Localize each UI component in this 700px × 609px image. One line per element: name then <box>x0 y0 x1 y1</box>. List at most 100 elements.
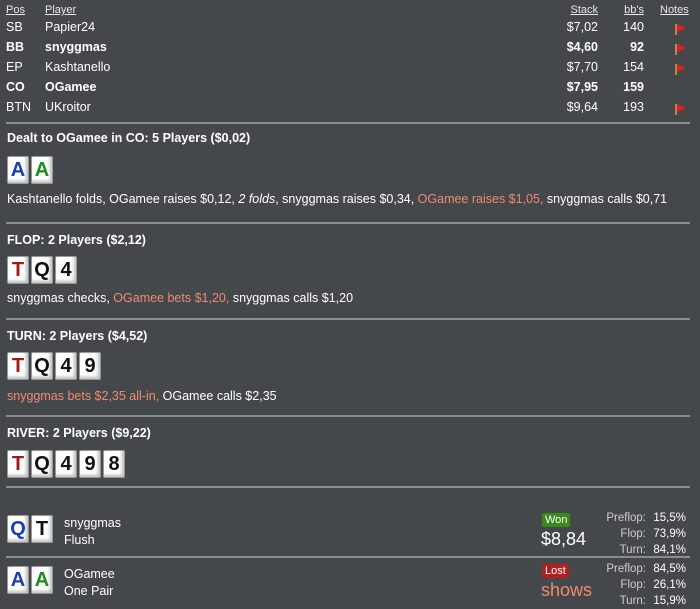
result-amount: $8,84 <box>541 529 587 549</box>
player-player: UKroitor <box>45 100 91 114</box>
action-text: 2 folds <box>238 192 276 206</box>
player-stack: $7,70 <box>566 60 598 74</box>
note-flag-icon[interactable] <box>675 64 686 75</box>
playing-card: Q <box>7 515 29 543</box>
equity-label: Turn: <box>619 544 646 556</box>
playing-card: T <box>7 450 29 478</box>
action-text: , snyggmas raises $0,34, <box>275 192 418 206</box>
note-flag-icon[interactable] <box>675 104 686 115</box>
action-text: snyggmas calls $0,71 <box>543 192 668 206</box>
playing-card: 4 <box>55 450 77 478</box>
col-bbs[interactable]: bb's <box>624 4 644 16</box>
equity-row: Turn: 84,1% <box>586 542 686 558</box>
player-row[interactable]: BTN UKroitor $9,64 193 <box>0 100 690 120</box>
result-badge: Won <box>542 513 571 527</box>
divider <box>6 318 690 320</box>
col-player[interactable]: Player <box>45 4 77 16</box>
playing-card: T <box>7 256 29 284</box>
turn-title: TURN: 2 Players ($4,52) <box>7 329 148 343</box>
turn-actions: snyggmas bets $2,35 all-in, OGamee calls… <box>7 389 277 403</box>
playing-card: 4 <box>55 352 77 380</box>
player-bbs: 154 <box>623 60 644 74</box>
playing-card: A <box>7 156 29 184</box>
player-pos: BTN <box>6 100 31 114</box>
playing-card: A <box>7 566 29 594</box>
player-player: Papier24 <box>45 20 96 34</box>
playing-card: A <box>31 566 53 594</box>
playing-card: Q <box>31 450 53 478</box>
col-pos[interactable]: Pos <box>6 4 25 16</box>
player-pos: EP <box>6 60 23 74</box>
playing-card: 9 <box>79 450 101 478</box>
player-row[interactable]: SB Papier24 $7,02 140 <box>0 20 690 40</box>
player-row[interactable]: EP Kashtanello $7,70 154 <box>0 60 690 80</box>
col-stack[interactable]: Stack <box>570 4 598 16</box>
preflop-title: Dealt to OGamee in CO: 5 Players ($0,02) <box>7 131 251 145</box>
playing-card: A <box>31 156 53 184</box>
equity-label: Turn: <box>619 595 646 607</box>
divider <box>6 486 690 488</box>
playing-card: T <box>7 352 29 380</box>
equity-row: Preflop: 84,5% <box>586 561 686 577</box>
divider <box>6 222 690 224</box>
scrollbar[interactable] <box>692 0 700 608</box>
equity-label: Preflop: <box>606 563 646 575</box>
player-bbs: 140 <box>623 20 644 34</box>
action-text: Kashtanello folds, OGamee raises $0,12, <box>7 192 239 206</box>
equity-value: 84,5% <box>653 563 686 575</box>
preflop-actions: Kashtanello folds, OGamee raises $0,12, … <box>7 192 667 206</box>
playing-card: 4 <box>55 256 77 284</box>
player-pos: CO <box>6 80 25 94</box>
equity-label: Flop: <box>620 579 646 591</box>
result-badge: Lost <box>542 564 569 578</box>
equity-row: Preflop: 15,5% <box>586 510 686 526</box>
equity-value: 15,9% <box>653 595 686 607</box>
player-player: Kashtanello <box>45 60 111 74</box>
note-flag-icon[interactable] <box>675 24 686 35</box>
equity-list: Preflop: 84,5% Flop: 26,1% Turn: 15,9% <box>586 561 686 609</box>
equity-value: 26,1% <box>653 579 686 591</box>
equity-label: Preflop: <box>606 512 646 524</box>
player-pos: SB <box>6 20 23 34</box>
action-text: OGamee raises $1,05, <box>417 192 544 206</box>
equity-value: 15,5% <box>653 512 686 524</box>
equity-row: Flop: 73,9% <box>586 526 686 542</box>
divider <box>6 415 690 417</box>
flop-title: FLOP: 2 Players ($2,12) <box>7 233 146 247</box>
playing-card: Q <box>31 352 53 380</box>
player-stack: $7,02 <box>566 20 598 34</box>
player-pos: BB <box>6 40 25 54</box>
playing-card: 9 <box>79 352 101 380</box>
result-player: OGamee <box>64 567 115 581</box>
playing-card: Q <box>31 256 53 284</box>
action-text: snyggmas bets $2,35 all-in, <box>7 389 160 403</box>
player-stack: $9,64 <box>566 100 598 114</box>
player-row[interactable]: CO OGamee $7,95 159 <box>0 80 690 100</box>
result-hand: One Pair <box>64 584 114 598</box>
divider <box>6 556 690 558</box>
result-player: snyggmas <box>64 516 121 530</box>
equity-list: Preflop: 15,5% Flop: 73,9% Turn: 84,1% <box>586 510 686 558</box>
player-bbs: 92 <box>630 40 644 54</box>
action-text: snyggmas checks, <box>7 291 114 305</box>
equity-row: Turn: 15,9% <box>586 593 686 609</box>
playing-card: 8 <box>103 450 125 478</box>
player-stack: $7,95 <box>566 80 598 94</box>
note-flag-icon[interactable] <box>675 44 686 55</box>
col-notes[interactable]: Notes <box>660 4 689 16</box>
action-text: OGamee calls $2,35 <box>159 389 277 403</box>
result-amount: shows <box>541 580 593 600</box>
divider <box>6 122 690 124</box>
equity-row: Flop: 26,1% <box>586 577 686 593</box>
player-row[interactable]: BB snyggmas $4,60 92 <box>0 40 690 60</box>
player-bbs: 193 <box>623 100 644 114</box>
table-header: Pos Player Stack bb's Notes <box>0 4 690 24</box>
player-bbs: 159 <box>623 80 644 94</box>
player-player: OGamee <box>45 80 97 94</box>
result-hand: Flush <box>64 533 95 547</box>
